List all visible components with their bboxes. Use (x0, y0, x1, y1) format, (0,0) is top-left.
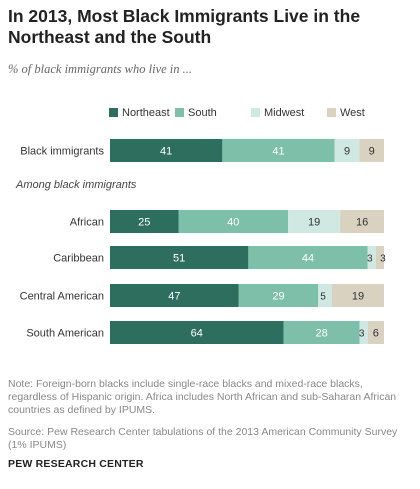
bar-caribbean-midwest (367, 246, 376, 269)
data-label-central-american-west: 19 (352, 291, 364, 303)
category-label-central-american: Central American (20, 291, 104, 303)
legend-swatch-south (175, 108, 184, 117)
bar-central-american-midwest (318, 284, 332, 307)
bar-caribbean-south (248, 246, 368, 269)
chart-title: In 2013, Most Black Immigrants Live in t… (8, 6, 361, 47)
bar-black-immigrants-west (359, 139, 384, 162)
data-label-caribbean-south: 44 (302, 253, 314, 265)
bar-central-american-northeast (110, 284, 239, 307)
bar-caribbean-northeast (110, 246, 249, 269)
data-label-south-american-midwest: 3 (359, 329, 365, 340)
bar-african-south (178, 210, 289, 233)
data-label-caribbean-northeast: 51 (173, 253, 185, 265)
legend-label-south: South (188, 107, 217, 119)
category-labels: Among black immigrants Black immigrants Af… (15, 146, 137, 340)
data-label-african-northeast: 25 (138, 217, 150, 229)
legend-label-northeast: Northeast (122, 107, 170, 119)
data-label-south-american-west: 6 (373, 328, 379, 340)
bar-south-american-northeast (110, 321, 284, 344)
data-label-south-american-northeast: 64 (191, 328, 203, 340)
legend-label-midwest: Midwest (264, 107, 304, 119)
data-label-african-midwest: 19 (308, 217, 320, 229)
category-label-black-immigrants: Black immigrants (20, 146, 104, 158)
bar-black-immigrants-northeast (110, 139, 223, 162)
legend-swatch-northeast (109, 108, 118, 117)
chart-subtitle: % of black immigrants who live in ... (8, 62, 193, 76)
legend-swatch-midwest (251, 108, 260, 117)
legend-label-west: West (340, 107, 365, 119)
legend-swatch-west (327, 108, 336, 117)
chart-source: Source: Pew Research Center tabulations … (8, 426, 398, 451)
data-label-black-immigrants-northeast: 41 (160, 146, 172, 158)
data-label-south-american-south: 28 (315, 328, 327, 340)
brand-name: PEW RESEARCH CENTER (8, 458, 144, 470)
bar-south-american-south (283, 321, 360, 344)
category-label-south-american: South American (26, 328, 104, 340)
data-label-central-american-northeast: 47 (168, 291, 180, 303)
data-label-central-american-south: 29 (272, 291, 284, 303)
data-label-central-american-midwest: 5 (320, 292, 326, 303)
chart-note: Note: Foreign-born blacks include single… (8, 378, 397, 416)
bar-black-immigrants-south (222, 139, 335, 162)
bar-south-american-west (367, 321, 384, 344)
legend: Northeast South Midwest West (109, 107, 365, 119)
bar-african-midwest (288, 210, 341, 233)
bar-central-american-west (331, 284, 384, 307)
bar-central-american-south (238, 284, 319, 307)
data-label-caribbean-west: 3 (380, 254, 386, 265)
bar-african-west (340, 210, 384, 233)
category-label-caribbean: Caribbean (53, 253, 104, 265)
section-label: Among black immigrants (15, 179, 137, 191)
stacked-bar-chart: Northeast South Midwest West 41 41 9 9 25 40 19 16… (15, 107, 386, 344)
data-label-black-immigrants-south: 41 (272, 146, 284, 158)
data-label-african-west: 16 (356, 217, 368, 229)
data-label-black-immigrants-midwest: 9 (344, 146, 350, 158)
bar-south-american-midwest (359, 321, 368, 344)
bar-african-northeast (110, 210, 179, 233)
category-label-african: African (70, 217, 104, 229)
data-label-black-immigrants-west: 9 (369, 146, 375, 158)
bar-black-immigrants-midwest (334, 139, 360, 162)
bar-caribbean-west (375, 246, 384, 269)
data-label-african-south: 40 (227, 217, 239, 229)
data-label-caribbean-midwest: 3 (367, 254, 373, 265)
